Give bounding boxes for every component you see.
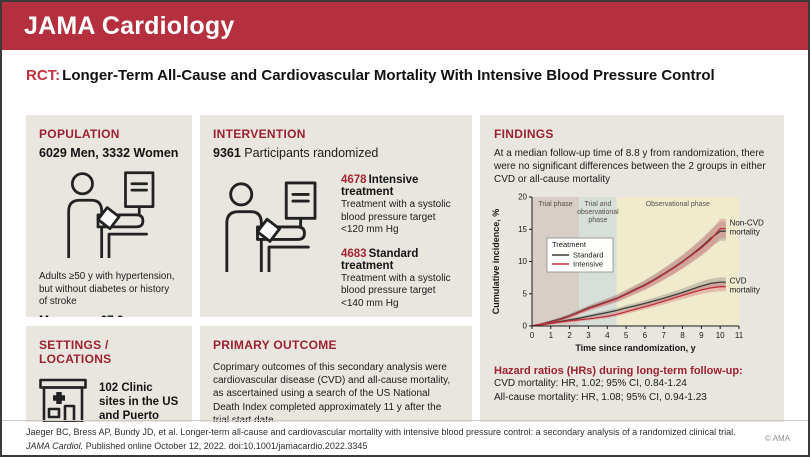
journal-title: JAMA Cardiology [24, 11, 235, 40]
panel-grid: POPULATION 6029 Men, 3332 Women [26, 115, 784, 422]
svg-text:5: 5 [624, 331, 629, 340]
journal-banner: JAMA Cardiology [2, 2, 808, 50]
intervention-count-suffix: Participants randomized [240, 146, 379, 160]
arm-standard-name: Standard treatment [341, 247, 419, 272]
primary-outcome-panel: PRIMARY OUTCOME Coprimary outcomes of th… [200, 326, 472, 422]
intervention-panel: INTERVENTION 9361 Participants randomize… [200, 115, 472, 317]
population-header: POPULATION [39, 127, 120, 141]
copyright-label: © AMA [764, 434, 790, 443]
person-blood-pressure-icon [213, 174, 341, 317]
svg-text:Trial phase: Trial phase [538, 201, 572, 208]
svg-text:phase: phase [588, 217, 607, 224]
svg-text:0: 0 [530, 331, 535, 340]
svg-text:20: 20 [518, 193, 527, 202]
population-description: Adults ≥50 y with hypertension, but with… [39, 271, 175, 308]
findings-summary: At a median follow-up time of 8.8 y from… [494, 148, 766, 185]
svg-text:mortality: mortality [730, 227, 760, 236]
article-headline: RCT: Longer-Term All-Cause and Cardiovasc… [2, 50, 808, 84]
hazard-ratio-cvd: CVD mortality: HR, 1.02; 95% CI, 0.84-1.… [494, 378, 687, 389]
svg-text:7: 7 [661, 331, 666, 340]
hazard-ratio-all-cause: All-cause mortality: HR, 1.08; 95% CI, 0… [494, 391, 707, 403]
svg-text:5: 5 [523, 289, 528, 298]
svg-text:Non-CVD: Non-CVD [730, 218, 764, 227]
arm-standard: 4683 Standard treatment Treatment with a … [341, 248, 459, 311]
svg-text:Treatment: Treatment [552, 240, 587, 249]
hazard-ratio-title: Hazard ratios (HRs) during long-term fol… [494, 365, 743, 377]
publication-line: JAMA Cardiol. Published online October 1… [26, 440, 784, 454]
clinic-building-icon [39, 378, 87, 422]
svg-text:2: 2 [567, 331, 572, 340]
population-panel: POPULATION 6029 Men, 3332 Women [26, 115, 192, 317]
svg-text:3: 3 [586, 331, 591, 340]
arm-standard-n: 4683 [341, 247, 367, 260]
svg-text:11: 11 [735, 331, 744, 340]
svg-text:Observational phase: Observational phase [646, 201, 710, 208]
svg-text:mortality: mortality [730, 285, 760, 294]
svg-text:Time since randomization, y: Time since randomization, y [575, 343, 695, 353]
journal-name: JAMA Cardiol. [26, 440, 84, 451]
primary-outcome-header: PRIMARY OUTCOME [213, 338, 337, 352]
svg-text:4: 4 [605, 331, 610, 340]
settings-header: SETTINGS / LOCATIONS [39, 338, 112, 366]
settings-text: 102 Clinic sites in the US and Puerto Ri… [99, 382, 179, 422]
publication-info: Published online October 12, 2022. doi:1… [83, 440, 368, 451]
person-blood-pressure-icon [53, 170, 165, 263]
arm-standard-detail: Treatment with a systolic blood pressure… [341, 272, 451, 309]
settings-panel: SETTINGS / LOCATIONS [26, 326, 192, 422]
svg-text:Intensive: Intensive [573, 260, 603, 269]
svg-text:Standard: Standard [573, 251, 603, 260]
study-type-tag: RCT: [26, 67, 61, 84]
intervention-count-line: 9361 Participants randomized [213, 146, 459, 160]
population-stat: 6029 Men, 3332 Women [39, 146, 179, 160]
citation-footer: Jaeger BC, Bress AP, Bundy JD, et al. Lo… [2, 420, 808, 455]
svg-text:observational: observational [577, 209, 619, 216]
intervention-header: INTERVENTION [213, 127, 306, 141]
svg-text:CVD: CVD [730, 276, 747, 285]
citation-line: Jaeger BC, Bress AP, Bundy JD, et al. Lo… [26, 427, 736, 437]
svg-text:15: 15 [518, 225, 527, 234]
svg-text:10: 10 [716, 331, 725, 340]
svg-text:10: 10 [518, 257, 527, 266]
population-mean-age: Mean age, 67.9 y [39, 313, 179, 317]
intervention-count: 9361 [213, 146, 241, 160]
intervention-arms: 4678 Intensive treatment Treatment with a… [341, 174, 459, 317]
findings-panel: FINDINGS At a median follow-up time of 8… [480, 115, 784, 422]
arm-intensive: 4678 Intensive treatment Treatment with a… [341, 174, 459, 237]
arm-intensive-n: 4678 [341, 174, 367, 186]
svg-text:8: 8 [680, 331, 685, 340]
svg-text:1: 1 [549, 331, 554, 340]
svg-text:9: 9 [699, 331, 704, 340]
primary-outcome-text: Coprimary outcomes of this secondary ana… [213, 362, 451, 422]
svg-text:Cumulative incidence, %: Cumulative incidence, % [491, 209, 501, 315]
svg-text:Trial and: Trial and [584, 201, 611, 208]
arm-intensive-name: Intensive treatment [341, 174, 419, 198]
article-title: Longer-Term All-Cause and Cardiovascular… [62, 67, 715, 84]
arm-intensive-detail: Treatment with a systolic blood pressure… [341, 199, 451, 236]
svg-text:0: 0 [523, 322, 528, 331]
findings-header: FINDINGS [494, 127, 554, 141]
svg-text:6: 6 [643, 331, 648, 340]
